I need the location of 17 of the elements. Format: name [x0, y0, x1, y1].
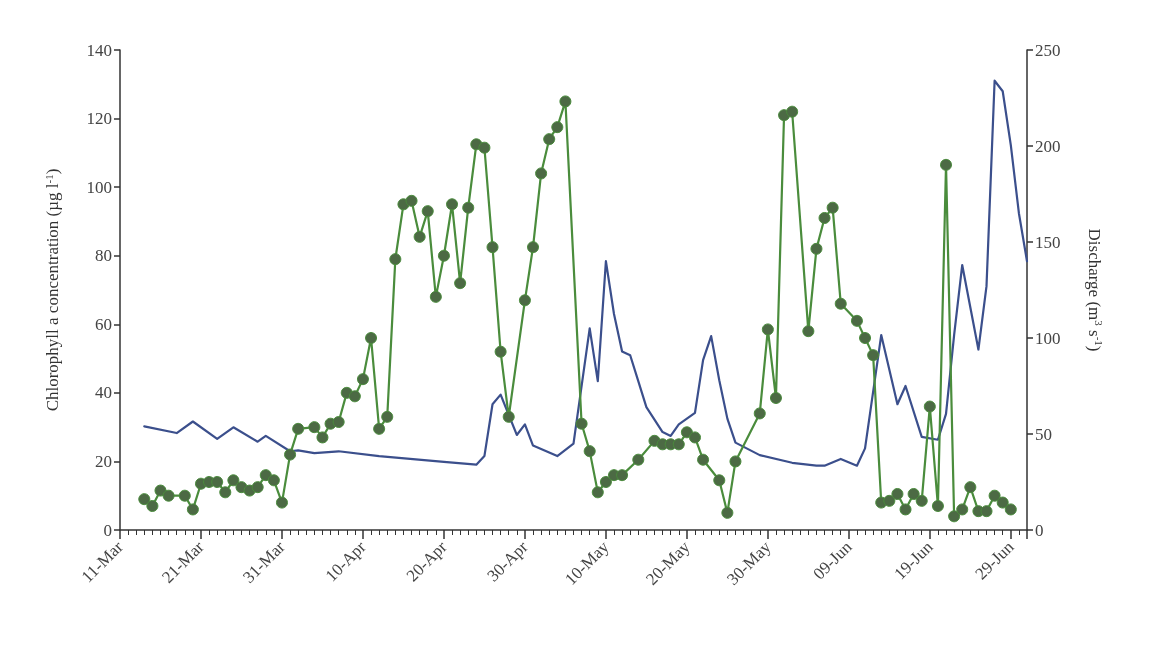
y-tick-label: 100 [86, 177, 112, 197]
y-tick-label: 140 [86, 40, 112, 60]
y2-tick-label: 50 [1035, 424, 1052, 444]
y-tick-label: 0 [103, 520, 112, 540]
y-tick-label: 120 [86, 109, 112, 129]
y-tick-label: 40 [95, 383, 112, 403]
y2-tick-label: 100 [1035, 328, 1061, 348]
y2-axis-title: Discharge (m3 s-1) [1085, 228, 1105, 352]
y-tick-label: 60 [95, 314, 112, 334]
y2-tick-label: 200 [1035, 136, 1061, 156]
y-tick-label: 20 [95, 451, 112, 471]
y2-tick-label: 0 [1035, 520, 1044, 540]
y2-tick-label: 150 [1035, 232, 1061, 252]
line-series [143, 79, 1029, 467]
y2-tick-label: 250 [1035, 40, 1061, 60]
y-tick-label: 80 [95, 246, 112, 266]
y-axis-title: Chlorophyll a concentration (µg l-1) [42, 168, 62, 412]
